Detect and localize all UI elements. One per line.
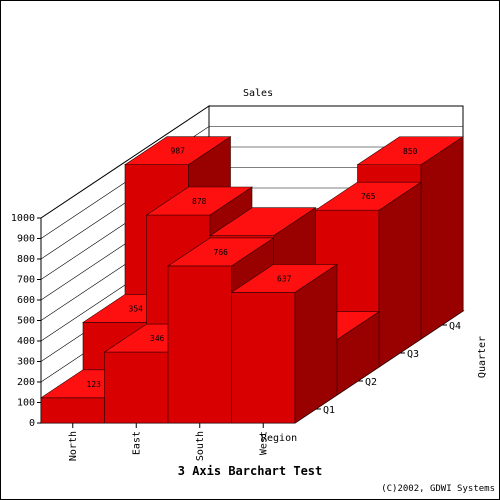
bar-front (40, 397, 105, 424)
y-tick-label: 700 (17, 275, 35, 286)
y-tick-label: 900 (17, 234, 35, 245)
y-tick-label: 800 (17, 254, 35, 265)
bar-top (356, 136, 464, 166)
bar-value-label: 765 (361, 192, 376, 201)
bar-top (145, 186, 253, 216)
bar-top (209, 207, 317, 237)
x-tick-label: West (258, 431, 269, 455)
y-axis-title: Sales (243, 88, 273, 99)
gridline (40, 105, 463, 219)
bar-value-label: 766 (214, 248, 229, 257)
bar-front (231, 292, 296, 424)
x-tick-label: South (195, 431, 206, 461)
y-tick-label: 0 (29, 418, 35, 429)
y-tick-label: 400 (17, 336, 35, 347)
x-tick-label: East (131, 431, 142, 455)
chart-bars: 850 987 765 354 878 123 346 766 637 (40, 136, 464, 424)
x-tick-label: North (68, 431, 79, 461)
bar-value-label: 850 (403, 147, 418, 156)
chart-title: 3 Axis Barchart Test (177, 464, 323, 478)
bar-front (104, 351, 169, 424)
chart-labels: 0 100 200 300 400 500 600 700 800 900 1000 North Eas… (11, 88, 488, 461)
bar-value-label: 637 (277, 274, 292, 283)
bar-top (314, 181, 422, 211)
y-tick-label: 200 (17, 377, 35, 388)
z-tick-label: Q3 (407, 349, 419, 360)
z-axis-title: Quarter (477, 336, 488, 378)
bar-value-label: 878 (192, 197, 207, 206)
bar-value-label: 123 (87, 380, 102, 389)
bar-side (378, 181, 422, 368)
y-tick-label: 600 (17, 295, 35, 306)
bar-value-label: 346 (150, 334, 165, 343)
bar-top (230, 264, 338, 293)
bar-top (124, 136, 232, 165)
bar-front (167, 265, 232, 424)
z-tick-label: Q4 (449, 321, 461, 332)
z-tick-label: Q1 (323, 405, 335, 416)
y-tick-label: 300 (17, 357, 35, 368)
chart-credit: (C)2002, GDWI Systems (381, 484, 495, 494)
y-tick-label: 1000 (11, 213, 35, 224)
y-tick-label: 100 (17, 398, 35, 409)
bar-value-label: 354 (129, 304, 144, 313)
y-tick-label: 500 (17, 316, 35, 327)
bar-top (167, 237, 275, 267)
bar-value-label: 987 (171, 147, 186, 156)
gridline (40, 126, 463, 239)
z-tick-label: Q2 (365, 377, 377, 388)
x-axis-title: Region (261, 433, 297, 444)
bar-side (420, 136, 464, 340)
